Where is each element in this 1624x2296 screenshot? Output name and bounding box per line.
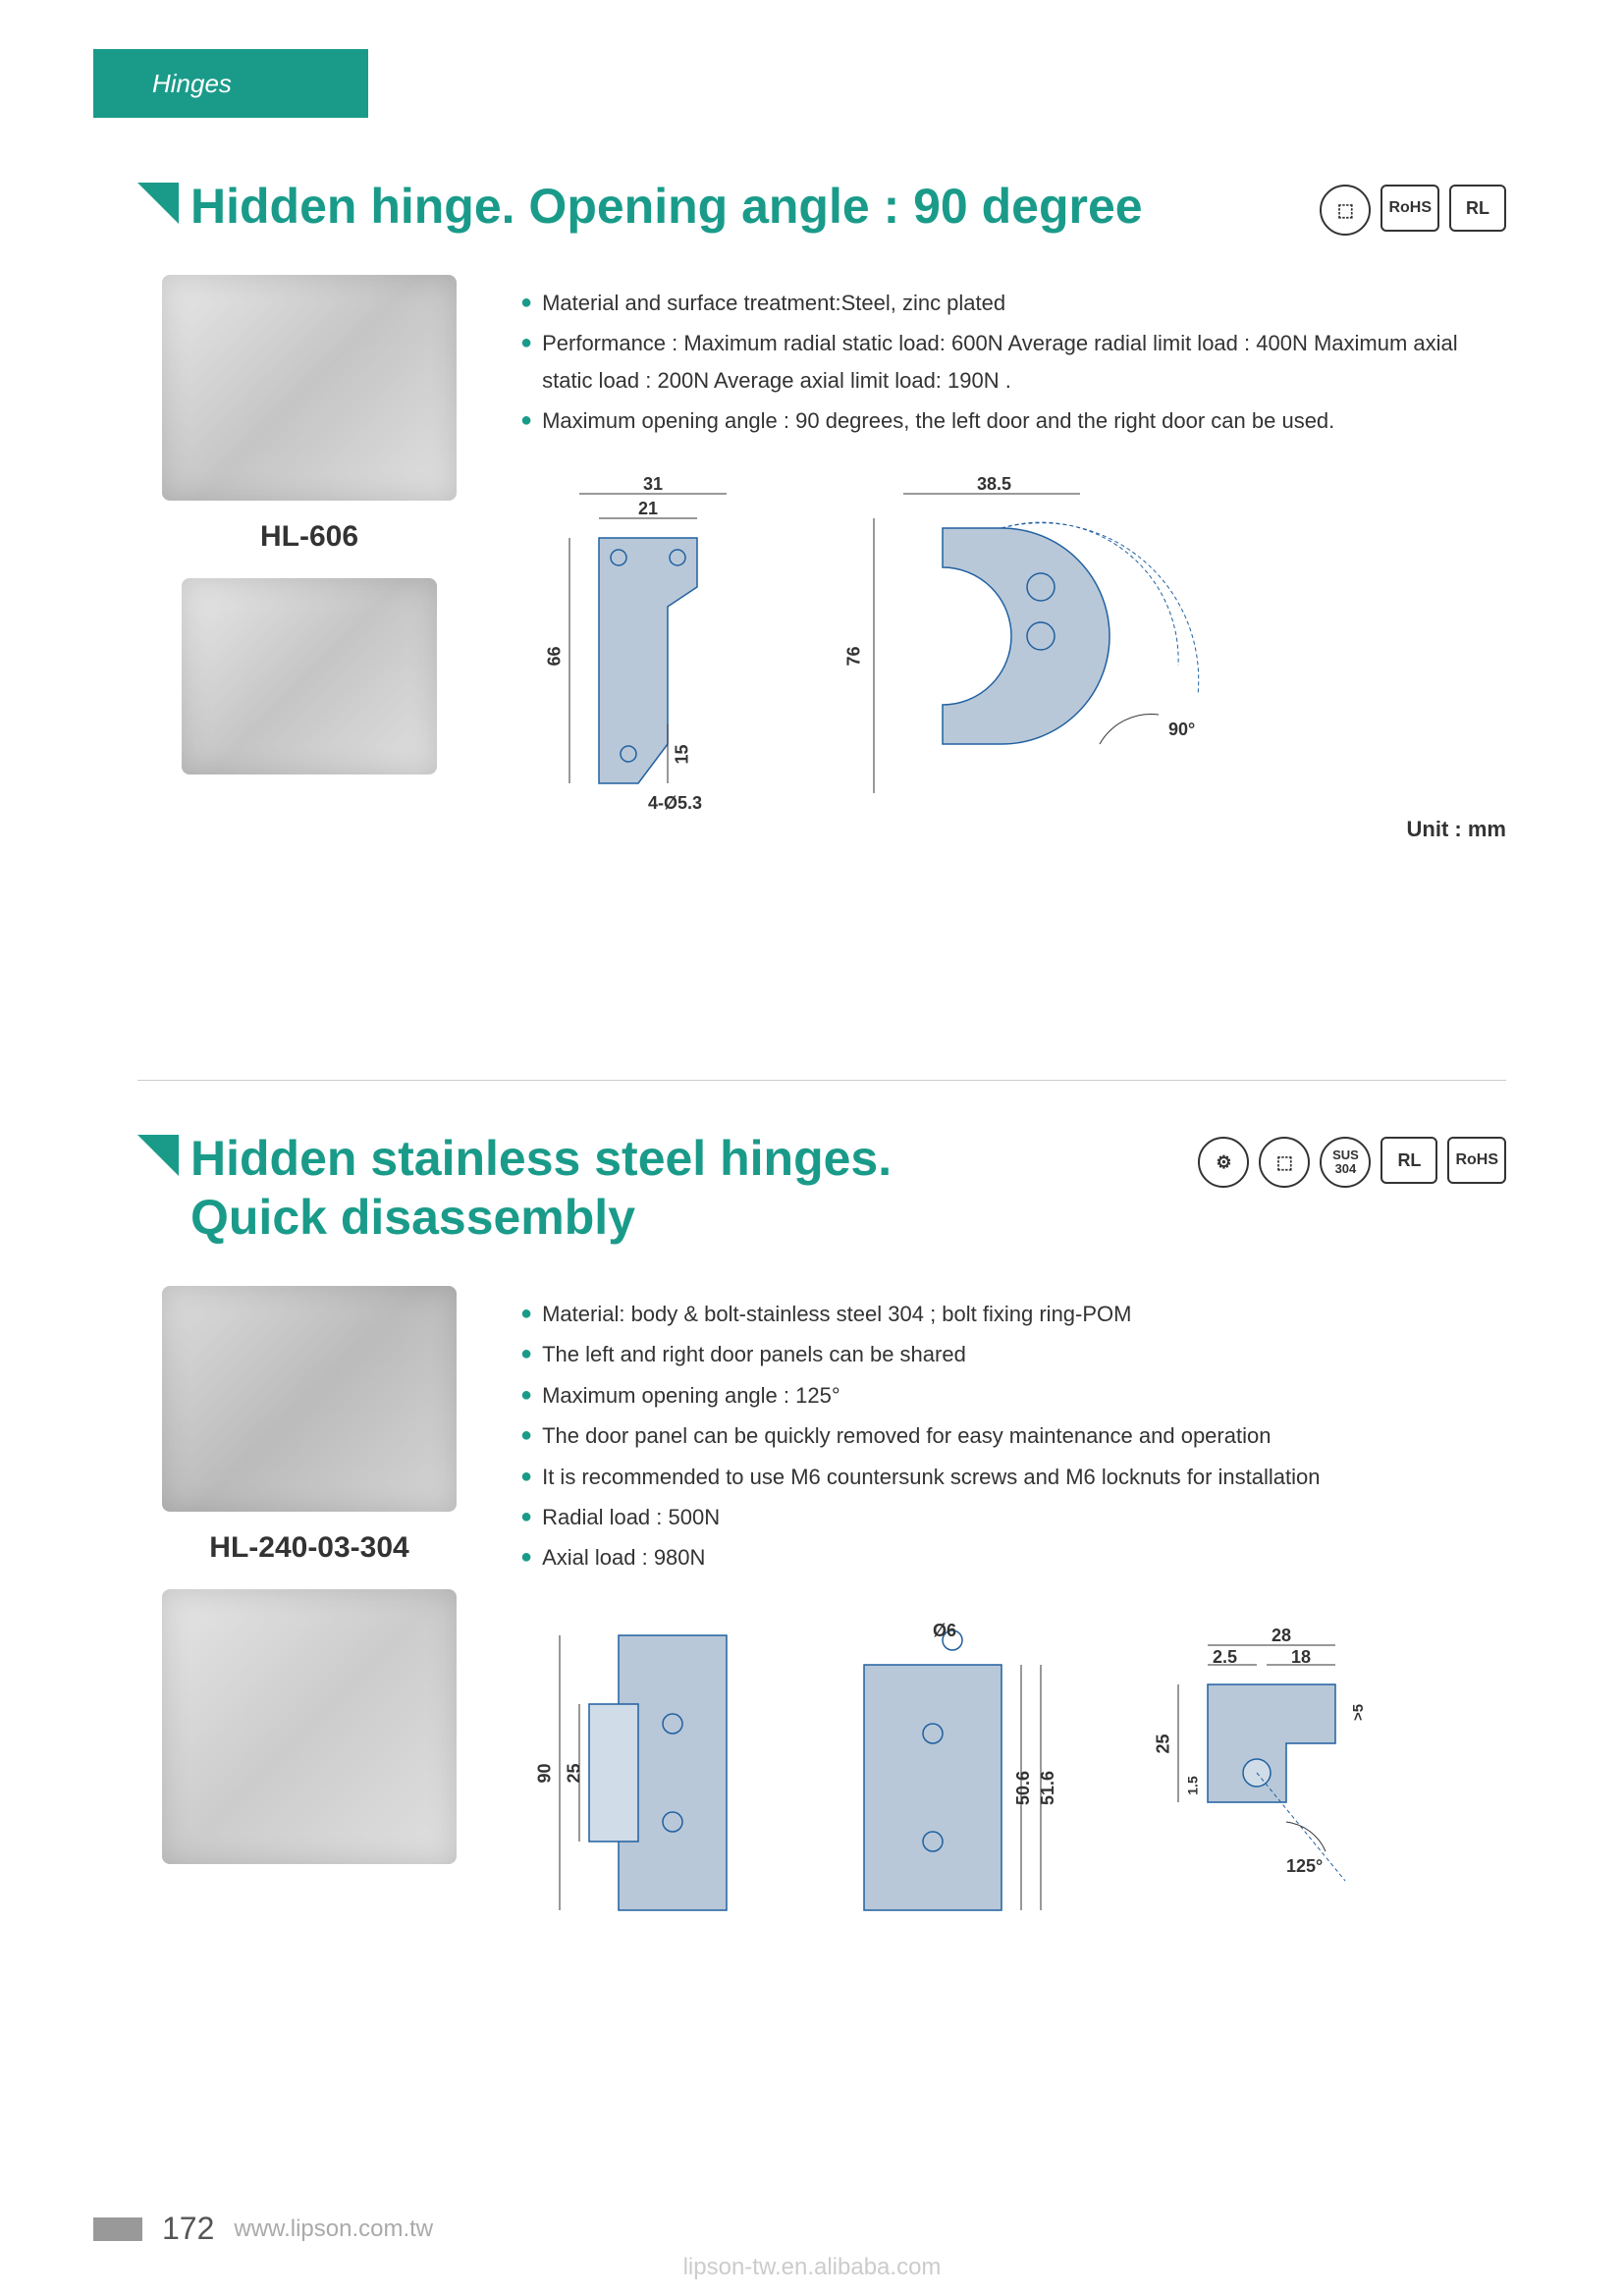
dim-label: 15 [673,744,693,764]
page-number: 172 [162,2211,214,2247]
dim-label: 125° [1286,1856,1323,1877]
part-number: HL-606 [137,520,481,554]
title-row: Hidden stainless steel hinges. Quick dis… [137,1129,1506,1247]
rohs-badge: RoHS [1447,1137,1506,1184]
spec-text: Material and surface treatment:Steel, zi… [542,285,1005,321]
spec-line: ● It is recommended to use M6 countersunk… [520,1459,1506,1495]
bullet-icon: ● [520,402,532,438]
cert-badge: ⬚ [1259,1137,1310,1188]
footer-url: www.lipson.com.tw [234,2216,433,2243]
product-photo-exploded [162,1589,457,1864]
sus304-badge: SUS 304 [1320,1137,1371,1188]
dim-label: 38.5 [977,474,1011,495]
section-title: Hidden hinge. Opening angle : 90 degree [190,177,1308,236]
spec-line: ● Material: body & bolt-stainless steel 3… [520,1296,1506,1332]
rl-badge: RL [1380,1137,1437,1184]
dim-label: 50.6 [1013,1771,1034,1805]
dim-label: 90 [535,1763,556,1783]
spec-text: Performance : Maximum radial static load… [542,325,1506,399]
dim-label: 31 [643,474,663,495]
drawings-row: 90 25 Ø6 50.6 51.6 [520,1606,1506,1940]
dim-label: 21 [638,499,658,519]
rl-badge: RL [1449,185,1506,232]
spec-line: ● Performance : Maximum radial static loa… [520,325,1506,399]
category-label: Hinges [152,69,232,99]
section-divider [137,1080,1506,1081]
footer-bar-icon [93,2217,142,2241]
technical-drawing-2: Ø6 50.6 51.6 [805,1606,1080,1940]
badge-group: ⚙ ⬚ SUS 304 RL RoHS [1198,1137,1506,1188]
dim-label: 2.5 [1213,1647,1237,1668]
dim-label: 76 [844,646,865,666]
bullet-icon: ● [520,1296,532,1331]
product-photo [162,1286,457,1512]
spec-line: ● The door panel can be quickly removed f… [520,1417,1506,1454]
dim-label: 28 [1272,1626,1291,1646]
spec-line: ● Maximum opening angle : 125° [520,1377,1506,1414]
rohs-badge: RoHS [1380,185,1439,232]
bullet-icon: ● [520,285,532,320]
dim-label: 66 [545,646,566,666]
spec-line: ● Maximum opening angle : 90 degrees, the… [520,402,1506,439]
spec-line: ● The left and right door panels can be s… [520,1336,1506,1372]
spec-text: Maximum opening angle : 125° [542,1377,840,1414]
section-stainless-hinge: Hidden stainless steel hinges. Quick dis… [137,1129,1506,1940]
bullet-icon: ● [520,1539,532,1575]
header-category-tab: Hinges [93,49,368,118]
badge-group: ⬚ RoHS RL [1320,185,1506,236]
dim-label: >5 [1350,1704,1367,1721]
spec-text: Maximum opening angle : 90 degrees, the … [542,402,1334,439]
spec-text: The door panel can be quickly removed fo… [542,1417,1271,1454]
dim-label: 90° [1168,720,1195,740]
section-hidden-hinge: Hidden hinge. Opening angle : 90 degree … [137,177,1506,842]
spec-line: ● Axial load : 980N [520,1539,1506,1575]
product-photo-alt [182,578,437,774]
dim-label: 4-Ø5.3 [648,793,702,814]
spec-line: ● Radial load : 500N [520,1499,1506,1535]
cert-badge: ⬚ [1320,185,1371,236]
product-photo [162,275,457,501]
bullet-icon: ● [520,1417,532,1453]
dim-label: 18 [1291,1647,1311,1668]
technical-drawing-side: 31 21 66 15 4-Ø5.3 [520,469,776,842]
dim-label: 25 [1154,1734,1174,1753]
part-number: HL-240-03-304 [137,1531,481,1565]
footer-url-secondary: lipson-tw.en.alibaba.com [683,2254,942,2281]
specs-column: ● Material: body & bolt-stainless steel 3… [520,1286,1506,1940]
title-row: Hidden hinge. Opening angle : 90 degree … [137,177,1506,236]
technical-drawing-1: 90 25 [520,1606,776,1940]
page-footer: 172 www.lipson.com.tw [93,2211,1506,2247]
bullet-icon: ● [520,1499,532,1534]
bullet-icon: ● [520,1377,532,1413]
drawings-row: 31 21 66 15 4-Ø5.3 [520,469,1506,842]
technical-drawing-front: 38.5 76 90° [825,469,1267,842]
triangle-marker-icon [137,183,179,224]
product-column: HL-240-03-304 [137,1286,481,1940]
spec-line: ● Material and surface treatment:Steel, z… [520,285,1506,321]
spec-text: Material: body & bolt-stainless steel 30… [542,1296,1131,1332]
dim-label: 51.6 [1038,1771,1058,1805]
spec-text: Axial load : 980N [542,1539,705,1575]
spec-text: Radial load : 500N [542,1499,720,1535]
specs-column: ● Material and surface treatment:Steel, z… [520,275,1506,842]
product-column: HL-606 [137,275,481,842]
cert-badge: ⚙ [1198,1137,1249,1188]
triangle-marker-icon [137,1135,179,1176]
technical-drawing-3: 28 2.5 18 25 1.5 >5 125° [1110,1606,1384,1940]
unit-label: Unit : mm [1407,817,1506,842]
spec-text: The left and right door panels can be sh… [542,1336,966,1372]
bullet-icon: ● [520,325,532,360]
content-row: HL-606 ● Material and surface treatment:S… [137,275,1506,842]
dim-label: 1.5 [1185,1776,1201,1794]
bullet-icon: ● [520,1459,532,1494]
dim-label: 25 [565,1763,585,1783]
spec-text: It is recommended to use M6 countersunk … [542,1459,1320,1495]
dim-label: Ø6 [933,1621,956,1641]
section-title: Hidden stainless steel hinges. Quick dis… [190,1129,1186,1247]
content-row: HL-240-03-304 ● Material: body & bolt-sta… [137,1286,1506,1940]
bullet-icon: ● [520,1336,532,1371]
